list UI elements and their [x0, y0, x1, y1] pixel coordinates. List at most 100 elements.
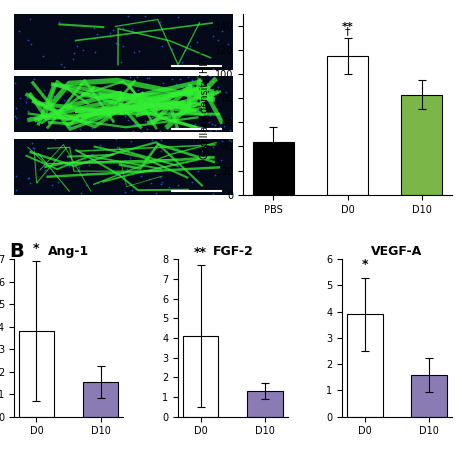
Point	[209, 77, 217, 85]
Point	[57, 61, 64, 68]
Point	[115, 107, 123, 114]
Point	[52, 135, 59, 143]
Point	[175, 181, 182, 188]
Point	[174, 144, 181, 151]
Point	[218, 156, 225, 164]
Point	[158, 178, 165, 186]
Point	[160, 80, 167, 87]
Point	[156, 101, 163, 108]
Point	[119, 24, 127, 32]
Point	[149, 113, 157, 120]
Point	[165, 183, 173, 190]
Point	[192, 125, 200, 132]
Point	[208, 121, 216, 128]
Point	[217, 115, 224, 122]
Point	[202, 128, 209, 135]
Point	[75, 165, 83, 172]
Point	[227, 115, 234, 122]
Point	[83, 169, 90, 176]
Point	[222, 89, 230, 96]
Point	[70, 107, 77, 115]
Point	[112, 170, 119, 178]
Point	[186, 115, 193, 122]
Point	[102, 95, 110, 102]
Point	[132, 111, 139, 119]
Point	[181, 46, 188, 53]
Point	[178, 83, 186, 90]
Point	[165, 109, 172, 116]
Point	[158, 147, 165, 154]
Point	[169, 146, 176, 153]
Point	[96, 115, 104, 122]
Point	[148, 113, 156, 120]
Point	[207, 109, 214, 116]
Point	[179, 84, 187, 91]
Point	[209, 66, 217, 73]
Point	[30, 145, 38, 152]
Point	[118, 101, 125, 108]
Point	[224, 40, 231, 48]
Point	[148, 137, 155, 144]
Point	[94, 120, 101, 128]
Point	[171, 86, 178, 93]
Point	[76, 101, 83, 109]
Point	[210, 191, 217, 198]
Point	[51, 118, 59, 125]
Point	[103, 116, 110, 123]
Point	[65, 122, 72, 129]
Point	[124, 166, 131, 173]
Point	[157, 19, 164, 26]
Title: VEGF-A: VEGF-A	[372, 245, 423, 258]
Point	[66, 103, 73, 110]
Point	[89, 150, 96, 158]
Point	[174, 13, 182, 20]
Point	[12, 79, 19, 87]
Point	[94, 106, 101, 113]
Point	[48, 182, 56, 189]
Point	[140, 100, 148, 107]
Point	[163, 124, 170, 131]
Point	[124, 148, 131, 155]
Point	[218, 137, 225, 145]
Point	[174, 162, 181, 169]
Point	[85, 112, 92, 119]
Point	[195, 100, 202, 107]
Point	[66, 122, 73, 130]
Point	[90, 24, 98, 32]
Point	[27, 41, 34, 48]
Point	[195, 106, 202, 114]
Point	[78, 116, 86, 124]
Point	[118, 146, 125, 153]
Bar	[19, 331, 54, 417]
Point	[102, 150, 110, 157]
Point	[179, 142, 186, 149]
Point	[194, 39, 201, 46]
Point	[206, 127, 213, 135]
Point	[73, 159, 81, 166]
Point	[212, 121, 219, 129]
Point	[12, 187, 19, 194]
Point	[81, 155, 89, 163]
Point	[210, 144, 217, 151]
Point	[145, 74, 153, 82]
Point	[171, 123, 179, 130]
Point	[126, 155, 134, 162]
Point	[94, 89, 101, 96]
Point	[213, 105, 221, 112]
Point	[45, 145, 52, 152]
Point	[197, 124, 205, 131]
Point	[214, 37, 221, 44]
Point	[74, 93, 81, 101]
Point	[60, 97, 68, 104]
Point	[92, 48, 99, 56]
Point	[188, 76, 195, 83]
Point	[40, 86, 47, 93]
Point	[100, 96, 107, 103]
Point	[109, 26, 117, 34]
Point	[164, 104, 171, 111]
Point	[157, 173, 164, 180]
Point	[75, 164, 83, 171]
Point	[214, 74, 221, 81]
Point	[205, 119, 213, 126]
Point	[138, 129, 145, 136]
